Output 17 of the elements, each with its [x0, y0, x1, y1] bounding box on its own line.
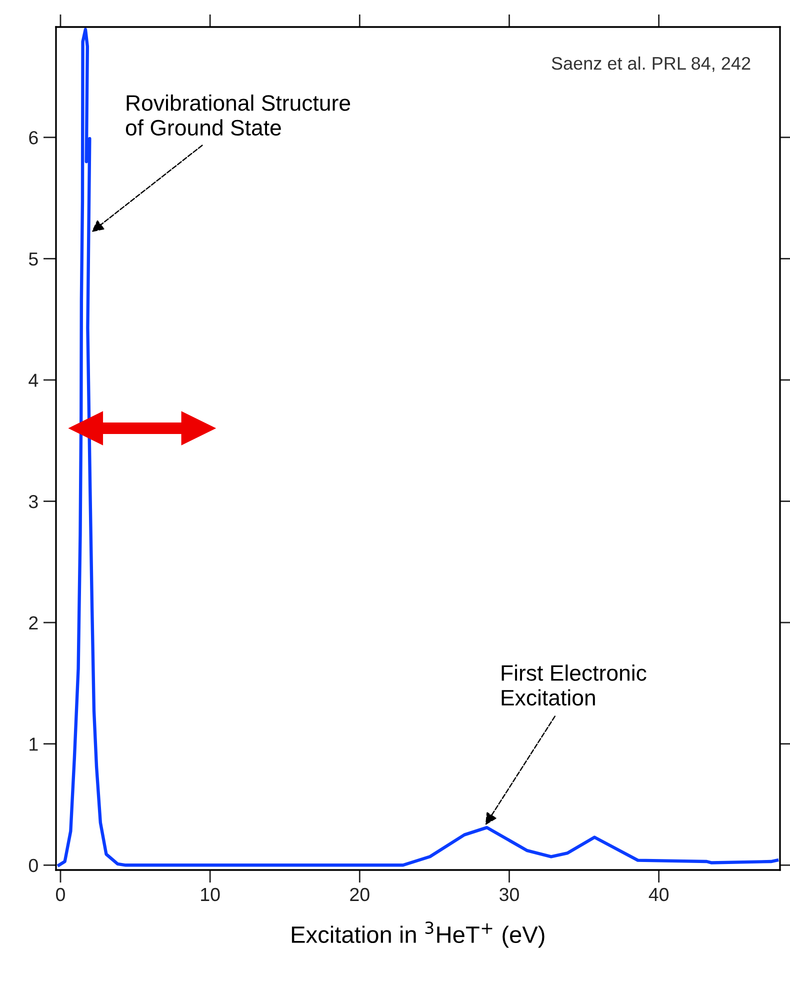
y-tick-label: 5 — [28, 252, 38, 266]
y-tick-label: 2 — [29, 616, 38, 630]
x-axis-title: Excitation in $^{3}$HeT$^{+}$ (eV) — [292, 922, 544, 948]
annotation: Saenz et al. PRL 84, 242 — [552, 56, 750, 72]
x-tick-label: 0 — [56, 888, 65, 902]
x-tick-label: 30 — [500, 888, 519, 902]
annotation: Rovibrational Structure of Ground State — [126, 94, 350, 136]
y-tick-label: 0 — [28, 858, 38, 872]
y-tick-label: 1 — [30, 738, 38, 751]
x-tick-label: 40 — [648, 888, 669, 902]
line-series — [57, 28, 779, 867]
y-tick-label: 4 — [28, 374, 38, 387]
x-tick-label: 10 — [201, 888, 220, 902]
x-tick-label: 20 — [350, 888, 370, 902]
annotation: First Electronic Excitation — [502, 664, 646, 706]
y-tick-label: 3 — [28, 494, 38, 508]
y-tick-label: 6 — [29, 131, 38, 144]
